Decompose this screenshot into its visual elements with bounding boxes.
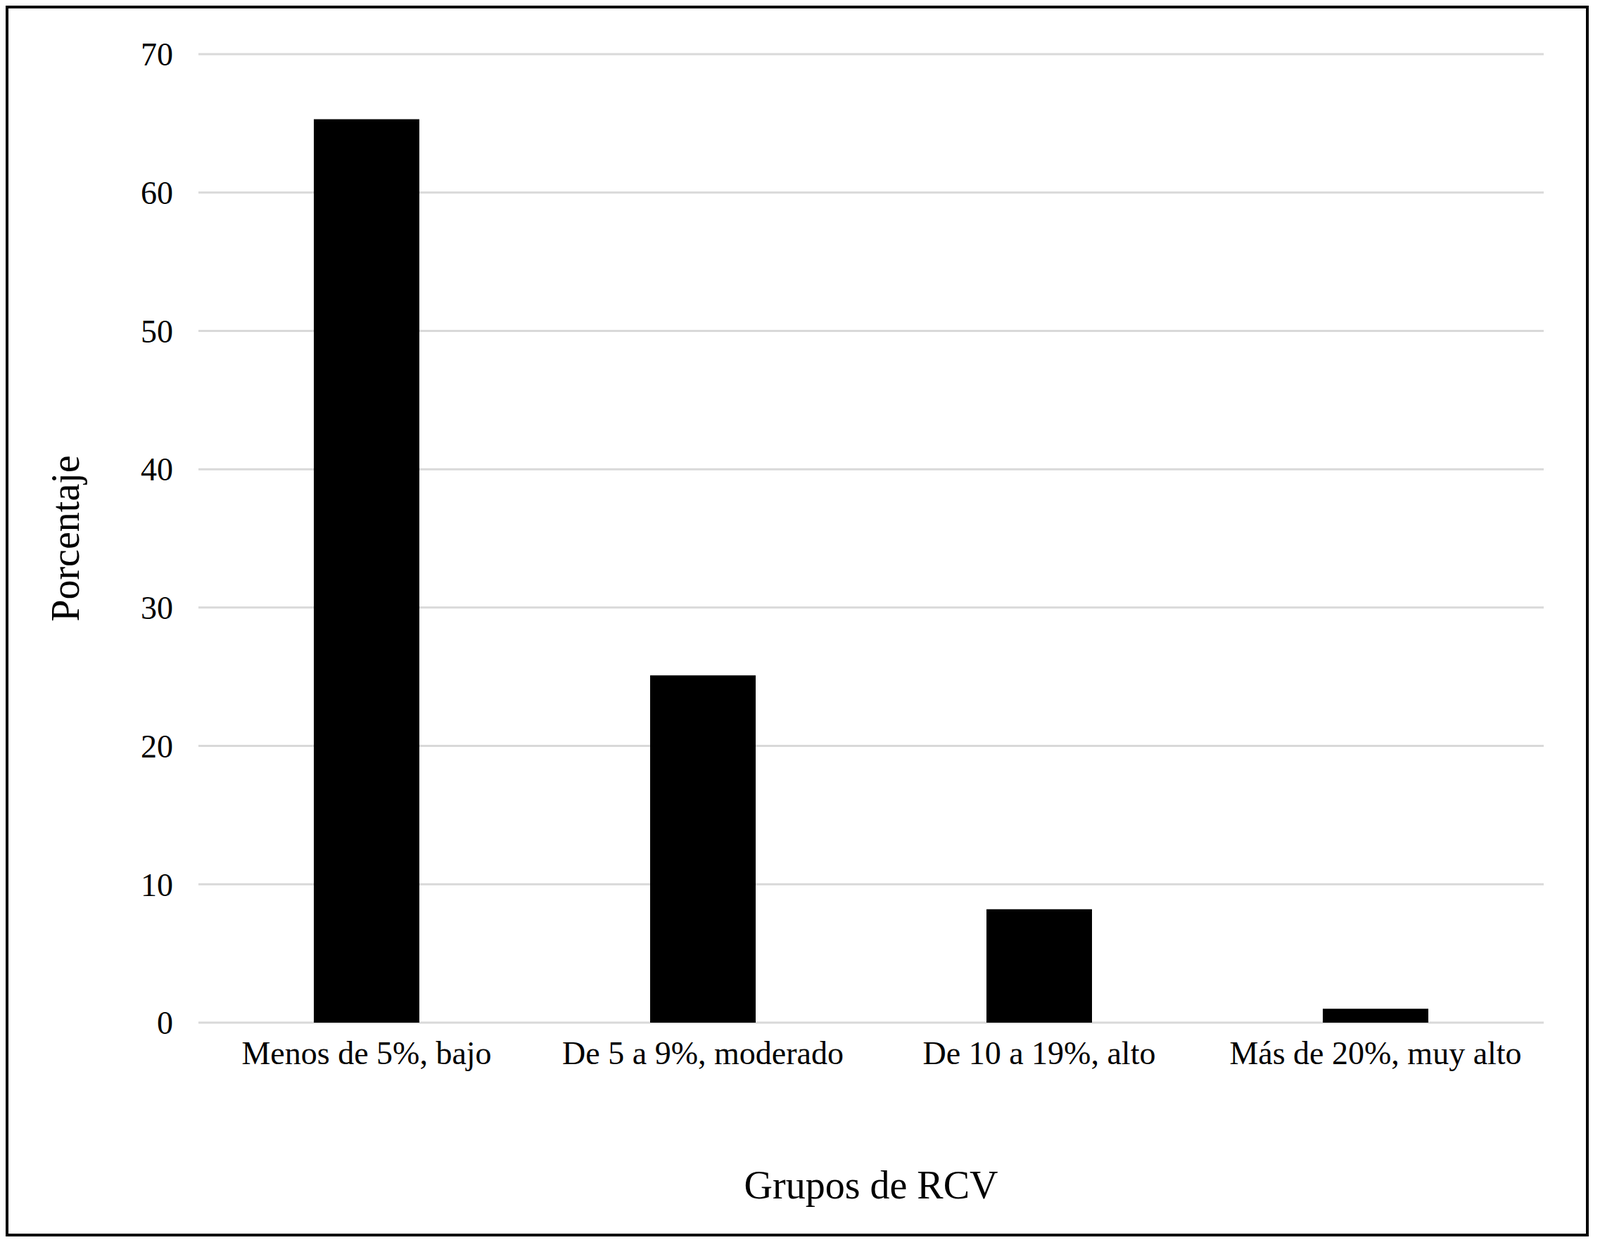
svg-text:70: 70 bbox=[140, 36, 174, 73]
svg-text:De 10 a 19%, alto: De 10 a 19%, alto bbox=[923, 1035, 1157, 1072]
svg-text:60: 60 bbox=[140, 175, 174, 212]
svg-text:40: 40 bbox=[140, 451, 174, 488]
svg-text:Grupos de RCV: Grupos de RCV bbox=[744, 1163, 999, 1208]
svg-text:Menos de 5%, bajo: Menos de 5%, bajo bbox=[241, 1035, 492, 1072]
svg-text:10: 10 bbox=[140, 867, 174, 904]
svg-text:Más de 20%, muy alto: Más de 20%, muy alto bbox=[1229, 1035, 1522, 1072]
svg-text:50: 50 bbox=[140, 313, 174, 350]
svg-text:30: 30 bbox=[140, 590, 174, 627]
svg-text:20: 20 bbox=[140, 728, 174, 765]
svg-text:0: 0 bbox=[156, 1005, 174, 1042]
svg-text:Porcentaje: Porcentaje bbox=[43, 455, 88, 622]
svg-text:De 5 a 9%, moderado: De 5 a 9%, moderado bbox=[562, 1035, 844, 1072]
